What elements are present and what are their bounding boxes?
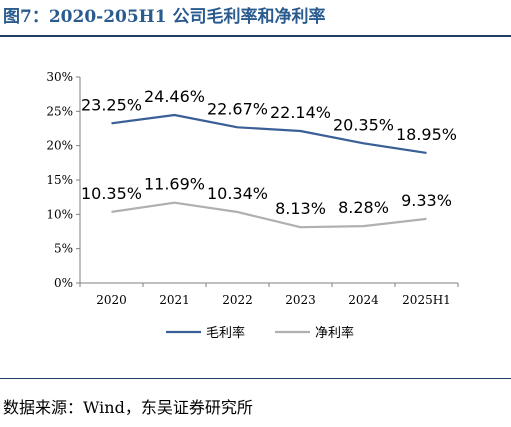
data-label: 24.46% [144, 87, 205, 106]
x-tick-label: 2023 [285, 293, 316, 307]
x-tick-label: 2020 [96, 293, 127, 307]
x-tick-label: 2021 [159, 293, 190, 307]
x-tick-label: 2025H1 [402, 293, 451, 307]
bottom-rule [0, 378, 511, 379]
y-tick-label: 30% [46, 70, 73, 84]
y-tick-label: 0% [54, 276, 73, 290]
data-label: 10.35% [81, 184, 142, 203]
data-label: 20.35% [333, 115, 394, 134]
data-label: 8.13% [275, 199, 326, 218]
legend-label: 净利率 [315, 325, 354, 341]
series-line-gross-margin [111, 113, 427, 154]
data-label: 9.33% [401, 191, 452, 210]
source-note: 数据来源：Wind，东吴证券研究所 [3, 398, 253, 417]
data-label: 11.69% [144, 175, 205, 194]
y-tick-label: 5% [54, 242, 73, 256]
data-label: 10.34% [207, 184, 268, 203]
x-tick-label: 2022 [222, 293, 253, 307]
data-label: 22.14% [270, 103, 331, 122]
legend-label: 毛利率 [206, 325, 245, 341]
top-rule [0, 35, 511, 37]
figure-title: 图7：2020-205H1 公司毛利率和净利率 [3, 7, 326, 27]
data-label: 18.95% [396, 125, 457, 144]
series-line-net-margin [111, 201, 427, 229]
data-label: 23.25% [81, 95, 142, 114]
data-label: 8.28% [338, 198, 389, 217]
y-tick-label: 15% [46, 173, 73, 187]
x-tick-label: 2024 [348, 293, 379, 307]
data-label: 22.67% [207, 99, 268, 118]
y-tick-label: 10% [46, 207, 73, 221]
y-tick-label: 25% [46, 104, 73, 118]
y-tick-label: 20% [46, 139, 73, 153]
